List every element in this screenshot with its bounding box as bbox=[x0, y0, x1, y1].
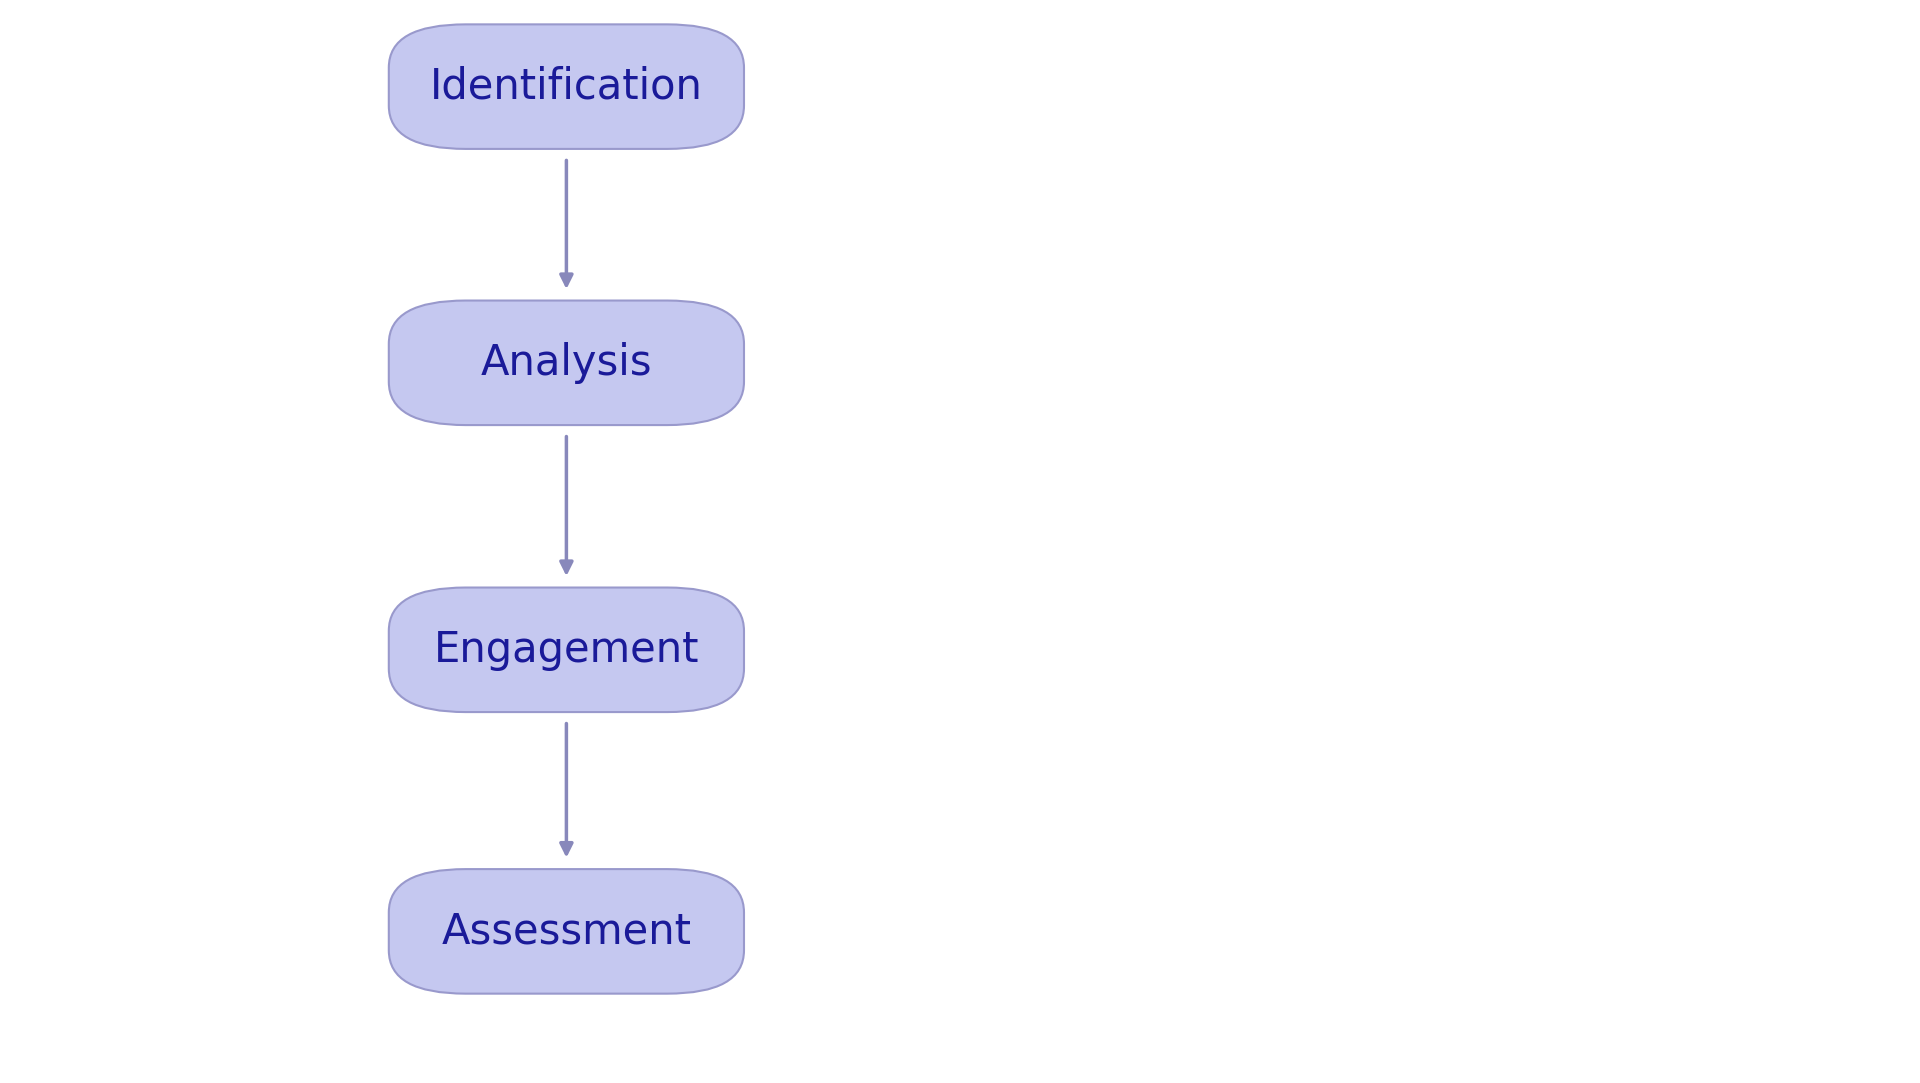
FancyBboxPatch shape bbox=[388, 869, 743, 994]
Text: Identification: Identification bbox=[430, 66, 703, 107]
Text: Engagement: Engagement bbox=[434, 629, 699, 670]
Text: Analysis: Analysis bbox=[480, 342, 653, 383]
Text: Assessment: Assessment bbox=[442, 911, 691, 952]
FancyBboxPatch shape bbox=[388, 300, 743, 425]
FancyBboxPatch shape bbox=[388, 25, 743, 148]
FancyBboxPatch shape bbox=[388, 587, 743, 713]
